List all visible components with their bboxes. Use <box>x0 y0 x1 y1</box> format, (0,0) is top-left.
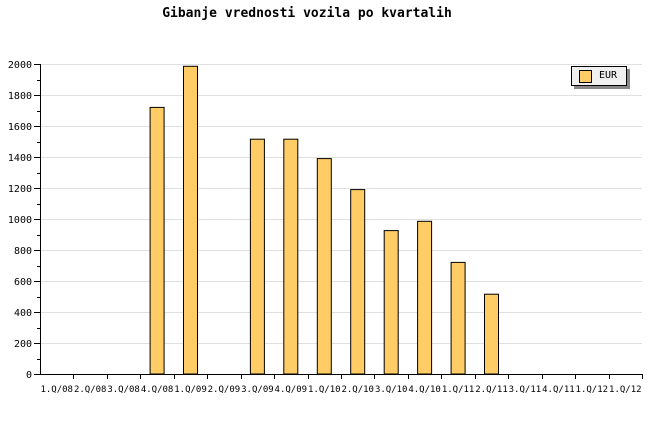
bar-4.Q/09 <box>283 138 299 375</box>
chart-title: Gibanje vrednosti vozila po kvartalih <box>162 6 452 21</box>
legend-box: EUR <box>571 66 627 86</box>
y-tick-label: 800 <box>14 246 32 257</box>
x-tick-label: 1.Q/10 <box>308 385 341 395</box>
y-tick-label: 400 <box>14 308 32 319</box>
y-tick-label: 1200 <box>8 184 32 195</box>
y-tick-label: 1400 <box>8 153 32 164</box>
y-tick-label: 2000 <box>8 60 32 71</box>
x-tick-label: 2.Q/11 <box>475 385 508 395</box>
x-tick-label: 4.Q/08 <box>141 385 174 395</box>
bar-3.Q/10 <box>383 230 399 375</box>
bar-2.Q/11 <box>484 293 499 375</box>
bar-4.Q/08 <box>149 106 165 375</box>
x-tick-label: 3.Q/08 <box>107 385 140 395</box>
x-tick-label: 2.Q/10 <box>341 385 374 395</box>
x-tick-label: 1.Q/12 <box>576 385 609 395</box>
y-tick-label: 0 <box>26 370 32 381</box>
x-tick-label: 3.Q/09 <box>241 385 274 395</box>
legend-label: EUR <box>599 70 618 81</box>
bar-4.Q/10 <box>417 220 433 375</box>
x-tick-label: 2.Q/08 <box>74 385 107 395</box>
x-tick-label: 4.Q/10 <box>408 385 441 395</box>
bar-1.Q/11 <box>450 261 466 375</box>
bar-3.Q/09 <box>249 138 265 375</box>
y-tick-label: 1600 <box>8 122 32 133</box>
x-tick-label: 1.Q/12 <box>609 385 642 395</box>
bar-1.Q/10 <box>316 158 332 375</box>
x-tick-label: 1.Q/11 <box>442 385 475 395</box>
y-tick-label: 1800 <box>8 91 32 102</box>
y-tick-label: 1000 <box>8 215 32 226</box>
y-tick-label: 600 <box>14 277 32 288</box>
x-tick-label: 3.Q/10 <box>375 385 408 395</box>
legend-swatch-eur <box>579 69 592 83</box>
x-tick-label: 1.Q/08 <box>40 385 73 395</box>
x-tick-label: 4.Q/09 <box>275 385 308 395</box>
bar-1.Q/09 <box>183 65 198 375</box>
x-tick-label: 1.Q/09 <box>174 385 207 395</box>
x-tick-label: 2.Q/09 <box>208 385 241 395</box>
x-tick-label: 4.Q/11 <box>542 385 575 395</box>
bar-2.Q/10 <box>350 189 366 375</box>
y-tick-label: 200 <box>14 339 32 350</box>
x-tick-label: 3.Q/11 <box>509 385 542 395</box>
